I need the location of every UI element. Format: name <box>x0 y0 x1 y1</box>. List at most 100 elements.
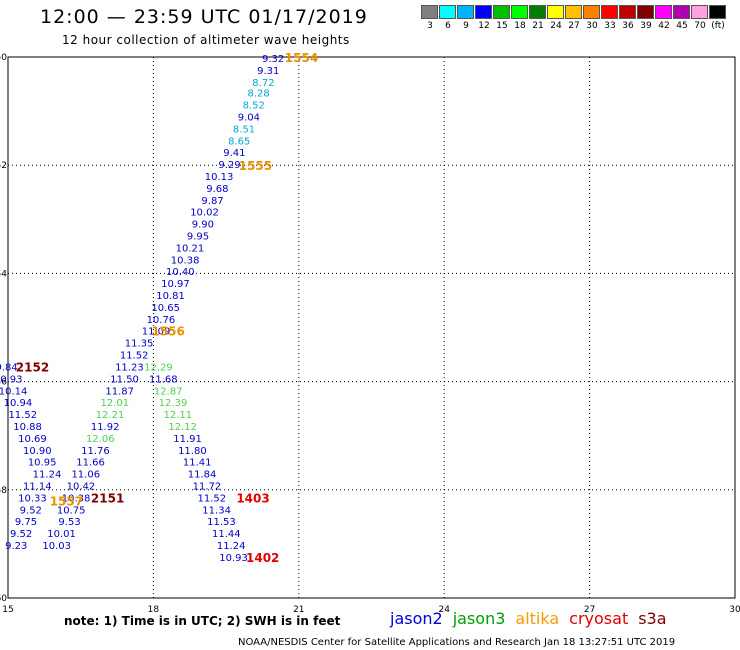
wave-height-value: 12.39 <box>159 398 188 409</box>
wave-height-value: 10.75 <box>57 505 86 516</box>
wave-height-value: 10.93 <box>219 553 248 564</box>
pass-time-label: 1556 <box>151 325 184 339</box>
scale-swatch <box>619 5 636 19</box>
wave-height-value: 9.52 <box>20 505 42 516</box>
satellite-legend: jason2 jason3 altika cryosat s3a <box>390 609 677 628</box>
scale-swatch <box>475 5 492 19</box>
scale-swatch <box>655 5 672 19</box>
scale-swatch <box>601 5 618 19</box>
wave-height-value: 12.87 <box>154 386 183 397</box>
wave-height-value: 10.03 <box>42 541 71 552</box>
wave-height-value: 9.53 <box>58 517 80 528</box>
wave-height-value: 10.38 <box>171 255 200 266</box>
wave-height-value: 9.04 <box>238 113 260 124</box>
wave-height-value: 11.91 <box>173 434 202 445</box>
scale-label: 45 <box>676 21 688 31</box>
legend-altika: altika <box>515 609 560 628</box>
scale-label: 21 <box>532 21 544 31</box>
scale-label: 42 <box>658 21 670 31</box>
scale-swatch <box>529 5 546 19</box>
pass-time-label: 2151 <box>91 491 124 505</box>
wave-height-value: 8.65 <box>228 136 250 147</box>
y-tick-label: -52 <box>0 161 7 171</box>
wave-height-value: 11.41 <box>183 458 212 469</box>
wave-height-value: 12.12 <box>168 422 197 433</box>
scale-label: 24 <box>550 21 562 31</box>
wave-height-value: 11.52 <box>120 351 149 362</box>
wave-height-value: 9.87 <box>201 196 223 207</box>
scale-swatch <box>583 5 600 19</box>
scale-swatch <box>565 5 582 19</box>
wave-height-value: 8.72 <box>252 78 274 89</box>
wave-height-value: 12.01 <box>101 398 130 409</box>
wave-height-value: 10.33 <box>18 493 47 504</box>
x-tick-label: 15 <box>2 605 13 615</box>
wave-height-value: 11.34 <box>202 505 231 516</box>
wave-height-value: 10.38 <box>62 493 91 504</box>
wave-height-value: 10.90 <box>23 446 52 457</box>
pass-time-label: 1557 <box>50 495 83 509</box>
wave-height-value: 10.21 <box>176 243 205 254</box>
scale-swatch <box>511 5 528 19</box>
wave-height-value: 11.84 <box>188 470 217 481</box>
wave-height-value: 8.52 <box>243 101 265 112</box>
pass-time-label: 1402 <box>246 551 279 565</box>
wave-height-value: 11.76 <box>81 446 110 457</box>
footer-credit: NOAA/NESDIS Center for Satellite Applica… <box>238 637 676 648</box>
wave-height-value: 10.40 <box>166 267 195 278</box>
wave-height-value: 11.06 <box>71 470 100 481</box>
scale-label: 15 <box>496 21 508 31</box>
x-tick-label: 30 <box>729 605 740 615</box>
wave-height-value: 9.90 <box>192 220 214 231</box>
pass-time-label: 1403 <box>236 491 269 505</box>
wave-height-value: 10.94 <box>4 398 33 409</box>
wave-height-value: 11.52 <box>197 493 226 504</box>
legend-jason3: jason3 <box>452 609 506 628</box>
wave-height-value: 11.44 <box>212 529 241 540</box>
x-tick-label: 18 <box>148 605 160 615</box>
wave-height-value: 12.29 <box>144 362 173 373</box>
scale-swatch <box>691 5 708 19</box>
scale-swatch <box>439 5 456 19</box>
wave-height-value: 9.23 <box>5 541 27 552</box>
wave-height-value: 8.51 <box>233 124 255 135</box>
scale-swatch <box>457 5 474 19</box>
wave-height-value: 9.84 <box>0 362 18 373</box>
x-tick-label: 21 <box>293 605 304 615</box>
scale-label: 3 <box>427 21 433 31</box>
wave-height-value: 10.95 <box>28 458 57 469</box>
wave-height-value: 11.92 <box>91 422 120 433</box>
scale-label: 70 <box>694 21 706 31</box>
y-tick-label: -50 <box>0 53 7 63</box>
wave-height-value: 11.52 <box>8 410 37 421</box>
scale-swatch <box>547 5 564 19</box>
wave-height-value: 10.93 <box>0 374 23 385</box>
pass-time-label: 2152 <box>16 360 49 374</box>
wave-height-value: 9.41 <box>223 148 245 159</box>
wave-height-value: 10.76 <box>147 315 176 326</box>
map-subtitle: 12 hour collection of altimeter wave hei… <box>62 33 350 47</box>
scale-swatch <box>421 5 438 19</box>
wave-height-value: 9.95 <box>187 232 209 243</box>
wave-height-value: 11.09 <box>142 327 171 338</box>
y-tick-label: -54 <box>0 269 7 279</box>
scale-label: (ft) <box>711 21 725 31</box>
wave-height-value: 11.14 <box>23 481 52 492</box>
scale-swatch <box>493 5 510 19</box>
footer-note: note: 1) Time is in UTC; 2) SWH is in fe… <box>64 614 341 628</box>
wave-height-value: 12.21 <box>96 410 125 421</box>
scale-label: 30 <box>586 21 598 31</box>
x-tick-label: 24 <box>438 605 450 615</box>
wave-height-value: 8.28 <box>247 89 269 100</box>
wave-height-value: 11.66 <box>76 458 105 469</box>
wave-height-value: 9.52 <box>10 529 32 540</box>
scale-label: 39 <box>640 21 652 31</box>
y-tick-label: -56 <box>0 378 7 388</box>
wave-height-value: 11.68 <box>149 374 178 385</box>
legend-cryosat: cryosat <box>569 609 629 628</box>
wave-height-value: 11.24 <box>217 541 246 552</box>
wave-height-value: 10.01 <box>47 529 76 540</box>
wave-height-value: 9.31 <box>257 66 279 77</box>
wave-height-value: 11.72 <box>193 481 222 492</box>
